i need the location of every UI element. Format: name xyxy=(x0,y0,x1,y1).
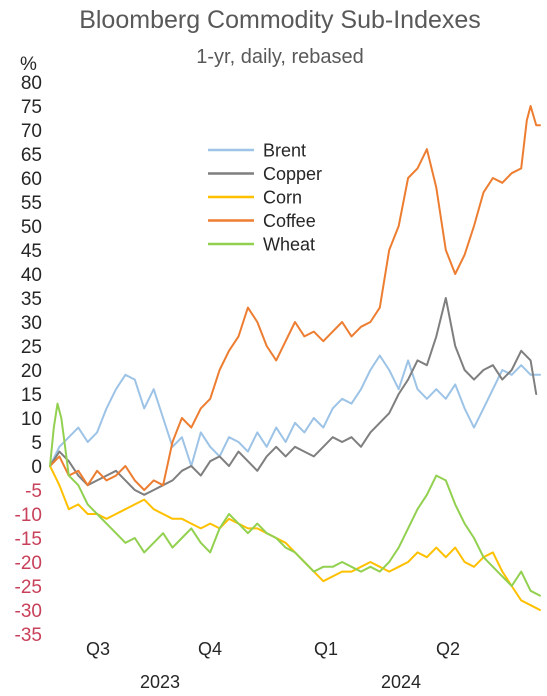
series-line-brent xyxy=(49,354,541,467)
y-tick-label: -10 xyxy=(15,505,42,526)
chart-subtitle: 1-yr, daily, rebased xyxy=(196,46,364,68)
series-line-coffee xyxy=(49,105,541,491)
y-tick-label: 15 xyxy=(21,385,42,406)
y-tick-label: 50 xyxy=(21,217,42,238)
y-tick-label: 80 xyxy=(21,73,42,94)
y-tick-label: 70 xyxy=(21,121,42,142)
series-line-corn xyxy=(49,465,541,611)
y-tick-label: -25 xyxy=(15,577,42,598)
y-axis-unit-label: % xyxy=(20,54,37,75)
y-tick-label: 35 xyxy=(21,289,42,310)
legend-label-coffee: Coffee xyxy=(263,211,316,231)
y-tick-label: 20 xyxy=(21,361,42,382)
x-tick-label: Q1 xyxy=(314,639,338,659)
y-tick-label: -20 xyxy=(15,553,42,574)
y-tick-label: 40 xyxy=(21,265,42,286)
y-tick-label: 55 xyxy=(21,193,42,214)
legend-label-copper: Copper xyxy=(263,164,322,184)
y-tick-label: 75 xyxy=(21,97,42,118)
series-line-wheat xyxy=(49,402,541,597)
legend-label-brent: Brent xyxy=(263,141,306,161)
y-tick-label: 65 xyxy=(21,145,42,166)
y-tick-label: 5 xyxy=(31,433,42,454)
y-tick-label: 60 xyxy=(21,169,42,190)
y-axis-ticks: 80757065605550454035302520151050-5-10-15… xyxy=(15,73,42,646)
y-tick-label: 10 xyxy=(21,409,42,430)
x-tick-label: Q3 xyxy=(86,639,110,659)
x-year-label: 2024 xyxy=(381,672,421,692)
series-lines xyxy=(49,105,541,611)
y-tick-label: 0 xyxy=(31,457,42,478)
x-year-label: 2023 xyxy=(140,672,180,692)
y-tick-label: 30 xyxy=(21,313,42,334)
y-tick-label: 45 xyxy=(21,241,42,262)
y-tick-label: -15 xyxy=(15,529,42,550)
legend: Brent Copper Corn Coffee Wheat xyxy=(208,141,322,255)
x-tick-label: Q4 xyxy=(198,639,222,659)
x-axis-labels: Q3 Q4 Q1 Q2 2023 2024 xyxy=(86,639,460,692)
x-tick-label: Q2 xyxy=(436,639,460,659)
chart-title: Bloomberg Commodity Sub-Indexes xyxy=(79,6,481,34)
y-tick-label: -35 xyxy=(15,625,42,646)
y-tick-label: -5 xyxy=(25,481,42,502)
y-tick-label: 25 xyxy=(21,337,42,358)
series-line-copper xyxy=(49,297,538,496)
y-tick-label: -30 xyxy=(15,601,42,622)
legend-label-wheat: Wheat xyxy=(263,235,315,255)
legend-label-corn: Corn xyxy=(263,188,302,208)
